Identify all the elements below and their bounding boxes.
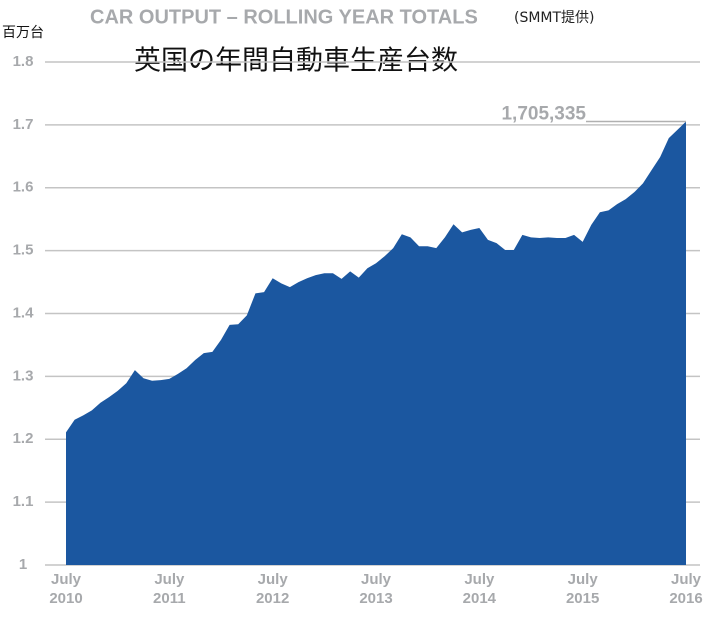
y-tick-label: 1.7 <box>13 116 34 133</box>
y-tick-label: 1.1 <box>13 493 34 510</box>
x-tick-label: July 2013 <box>359 571 393 607</box>
y-tick-label: 1.4 <box>13 304 35 321</box>
value-label: 1,705,335 <box>501 104 586 125</box>
x-tick-label: July 2014 <box>462 571 497 607</box>
y-tick-label: 1.2 <box>13 430 34 447</box>
x-tick-label: July 2012 <box>255 571 290 607</box>
y-tick-label: 1 <box>19 556 27 573</box>
y-tick-label: 1.5 <box>13 242 34 259</box>
chart-title: CAR OUTPUT – ROLLING YEAR TOTALS <box>90 6 478 28</box>
y-tick-label: 1.8 <box>13 53 34 70</box>
chart-subtitle: 英国の年間自動車生産台数 <box>134 46 458 77</box>
area <box>66 121 686 565</box>
y-tick-label: 1.6 <box>13 179 34 196</box>
x-tick-label: July 2010 <box>49 571 83 607</box>
y-axis-label: 百万台 <box>2 25 44 41</box>
x-tick-label: July 2015 <box>565 571 600 607</box>
y-tick-label: 1.3 <box>13 367 34 384</box>
source-note: (SMMT提供) <box>514 10 595 26</box>
x-tick-label: July 2011 <box>153 571 186 607</box>
x-tick-label: July 2016 <box>669 571 703 607</box>
